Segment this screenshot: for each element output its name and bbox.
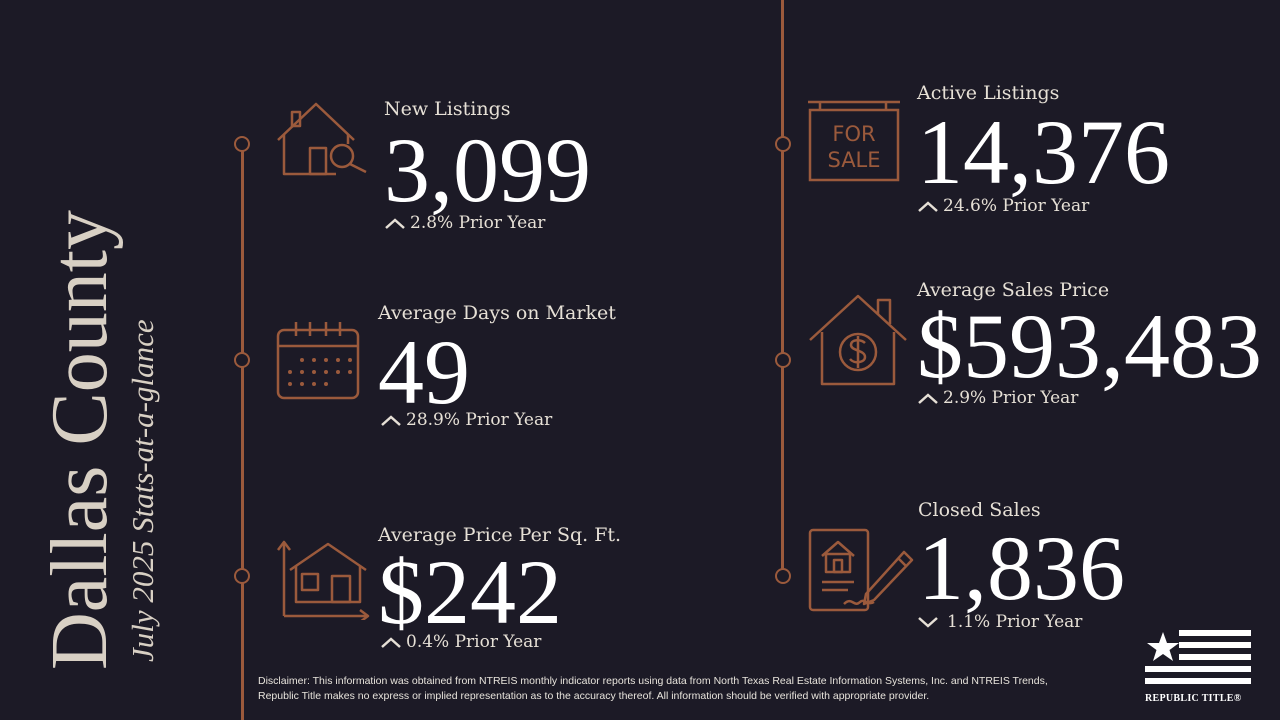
stat-value: $593,483 [917,295,1262,397]
chevron-up-icon [385,218,405,229]
left-timeline [241,140,244,720]
stat-change: 0.4% Prior Year [380,632,541,652]
stat-label: New Listings [384,98,511,120]
timeline-node [775,136,791,152]
stat-label: Average Days on Market [378,302,616,324]
stat-change: 2.8% Prior Year [384,213,545,233]
for-sale-line1: FOR [832,122,875,146]
calendar-icon [276,320,362,406]
for-sale-sign-icon: FOR SALE [806,98,902,188]
timeline-node [234,136,250,152]
stat-change: 1.1% Prior Year [917,612,1082,632]
stat-change-text: 2.8% Prior Year [410,213,546,233]
stat-change-text: 24.6% Prior Year [943,196,1090,216]
report-subtitle: July 2025 Stats-at-a-glance [125,319,160,662]
stat-change-text: 1.1% Prior Year [947,612,1083,632]
stat-change-text: 28.9% Prior Year [406,410,553,430]
stat-change: 24.6% Prior Year [917,196,1089,216]
stat-label: Average Sales Price [917,279,1110,301]
house-dimensions-icon [276,540,372,624]
for-sale-line2: SALE [827,148,880,172]
timeline-node [234,568,250,584]
timeline-node [775,352,791,368]
right-timeline [781,0,784,578]
stat-change: 28.9% Prior Year [380,410,552,430]
chevron-up-icon [918,201,938,212]
chevron-up-icon [381,637,401,648]
chevron-up-icon [381,415,401,426]
timeline-node [775,568,791,584]
stat-change-text: 0.4% Prior Year [406,632,542,652]
logo-text: REPUBLIC TITLE® [1145,693,1242,704]
timeline-node [234,352,250,368]
republic-title-logo [1145,630,1251,708]
county-title: Dallas County [36,210,124,670]
chevron-up-icon [918,393,938,404]
stat-value: 49 [378,321,470,423]
stat-change: 2.9% Prior Year [917,388,1078,408]
stat-value: $242 [378,541,562,643]
chevron-down-icon [918,617,938,628]
house-dollar-icon [806,292,910,392]
stat-value: 14,376 [917,101,1170,203]
contract-signing-icon [808,528,914,618]
stat-value: 3,099 [384,119,591,221]
disclaimer: Disclaimer: This information was obtaine… [258,675,1048,702]
stat-label: Closed Sales [918,499,1041,521]
stat-label: Active Listings [917,82,1060,104]
stat-value: 1,836 [918,517,1125,619]
stat-label: Average Price Per Sq. Ft. [378,524,622,546]
stat-change-text: 2.9% Prior Year [943,388,1079,408]
house-search-icon [276,100,371,182]
